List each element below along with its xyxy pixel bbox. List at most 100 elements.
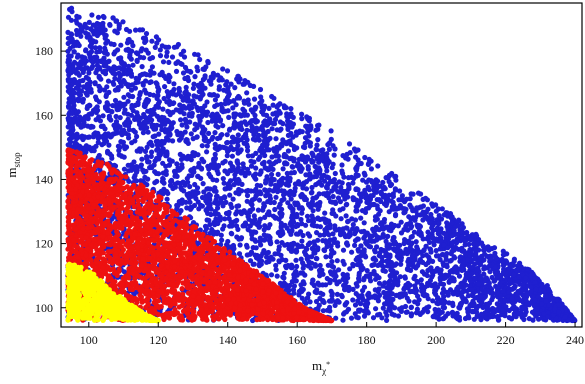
scatter-point <box>83 48 89 54</box>
scatter-point <box>208 81 214 87</box>
scatter-point <box>288 106 294 112</box>
scatter-point <box>117 115 123 121</box>
scatter-point <box>170 185 176 192</box>
scatter-point <box>258 169 264 175</box>
scatter-point <box>384 317 390 323</box>
scatter-point <box>220 160 226 166</box>
scatter-point <box>116 22 122 28</box>
scatter-point <box>213 216 219 222</box>
scatter-point <box>435 206 441 212</box>
scatter-point <box>220 176 226 182</box>
scatter-point <box>364 239 370 245</box>
scatter-point <box>224 132 230 138</box>
scatter-point <box>451 227 457 233</box>
scatter-point <box>193 191 199 197</box>
scatter-point <box>103 93 109 99</box>
scatter-point <box>487 269 493 275</box>
scatter-point <box>243 188 249 194</box>
scatter-point <box>323 254 329 260</box>
scatter-point <box>356 307 362 313</box>
scatter-point <box>285 132 291 138</box>
scatter-point <box>134 57 140 64</box>
scatter-point <box>460 259 466 265</box>
scatter-point <box>230 105 236 111</box>
scatter-point <box>324 244 330 250</box>
scatter-point <box>191 81 197 87</box>
scatter-point <box>370 226 376 232</box>
scatter-point <box>166 78 172 85</box>
scatter-point <box>204 99 210 105</box>
scatter-point <box>273 194 279 200</box>
scatter-point <box>71 49 77 55</box>
scatter-point <box>268 272 275 278</box>
scatter-point <box>433 253 440 259</box>
scatter-point <box>271 161 277 167</box>
scatter-point <box>245 214 251 220</box>
scatter-point <box>144 155 150 162</box>
scatter-point <box>167 74 173 80</box>
scatter-point <box>229 204 235 210</box>
scatter-point <box>528 284 534 290</box>
scatter-point <box>410 208 416 214</box>
scatter-point <box>381 216 388 223</box>
scatter-point <box>221 194 228 200</box>
scatter-point <box>183 117 189 123</box>
scatter-point <box>345 218 351 224</box>
scatter-point <box>213 197 219 203</box>
scatter-point <box>207 222 213 228</box>
scatter-point <box>75 98 81 104</box>
scatter-point <box>266 105 272 111</box>
scatter-point <box>307 299 313 305</box>
scatter-point <box>76 72 82 78</box>
scatter-point <box>447 211 454 217</box>
scatter-point <box>166 162 172 168</box>
scatter-point <box>217 217 223 223</box>
scatter-point <box>370 180 376 186</box>
scatter-point <box>354 261 360 268</box>
scatter-point <box>134 110 140 116</box>
scatter-point <box>238 211 245 217</box>
scatter-point <box>334 258 340 264</box>
scatter-point <box>152 44 158 51</box>
scatter-point <box>299 221 305 227</box>
scatter-point <box>277 211 283 217</box>
scatter-point <box>530 317 536 323</box>
scatter-point <box>316 282 322 288</box>
scatter-point <box>316 203 322 209</box>
scatter-point <box>234 159 240 165</box>
scatter-point <box>412 273 418 279</box>
scatter-point <box>241 100 248 106</box>
scatter-point <box>257 100 263 106</box>
scatter-point <box>226 209 232 215</box>
scatter-point <box>382 280 388 286</box>
scatter-point <box>377 221 384 227</box>
scatter-point <box>281 275 287 281</box>
scatter-point <box>328 251 334 257</box>
scatter-point <box>236 251 243 257</box>
scatter-point <box>460 248 466 254</box>
scatter-point <box>101 68 107 75</box>
scatter-point <box>306 118 312 124</box>
scatter-point <box>150 109 156 116</box>
scatter-point <box>154 113 161 119</box>
scatter-point <box>162 121 168 127</box>
scatter-point <box>466 252 473 258</box>
scatter-point <box>226 216 232 222</box>
scatter-point <box>221 180 227 186</box>
scatter-point <box>164 89 170 95</box>
scatter-point <box>324 155 330 161</box>
scatter-point <box>388 228 394 234</box>
scatter-point <box>388 221 395 227</box>
scatter-point <box>225 238 231 245</box>
scatter-point <box>334 281 340 287</box>
scatter-point <box>354 255 360 261</box>
scatter-point <box>125 98 131 104</box>
scatter-point <box>205 119 211 126</box>
scatter-point <box>368 158 374 164</box>
scatter-point <box>486 263 493 269</box>
scatter-point <box>337 228 343 234</box>
scatter-point <box>111 162 117 168</box>
scatter-point <box>430 298 436 304</box>
scatter-point <box>226 114 232 120</box>
scatter-point <box>344 189 350 195</box>
